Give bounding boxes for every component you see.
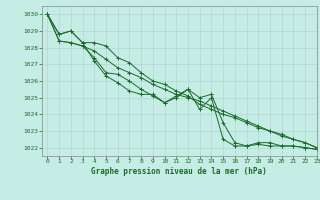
X-axis label: Graphe pression niveau de la mer (hPa): Graphe pression niveau de la mer (hPa) <box>91 167 267 176</box>
